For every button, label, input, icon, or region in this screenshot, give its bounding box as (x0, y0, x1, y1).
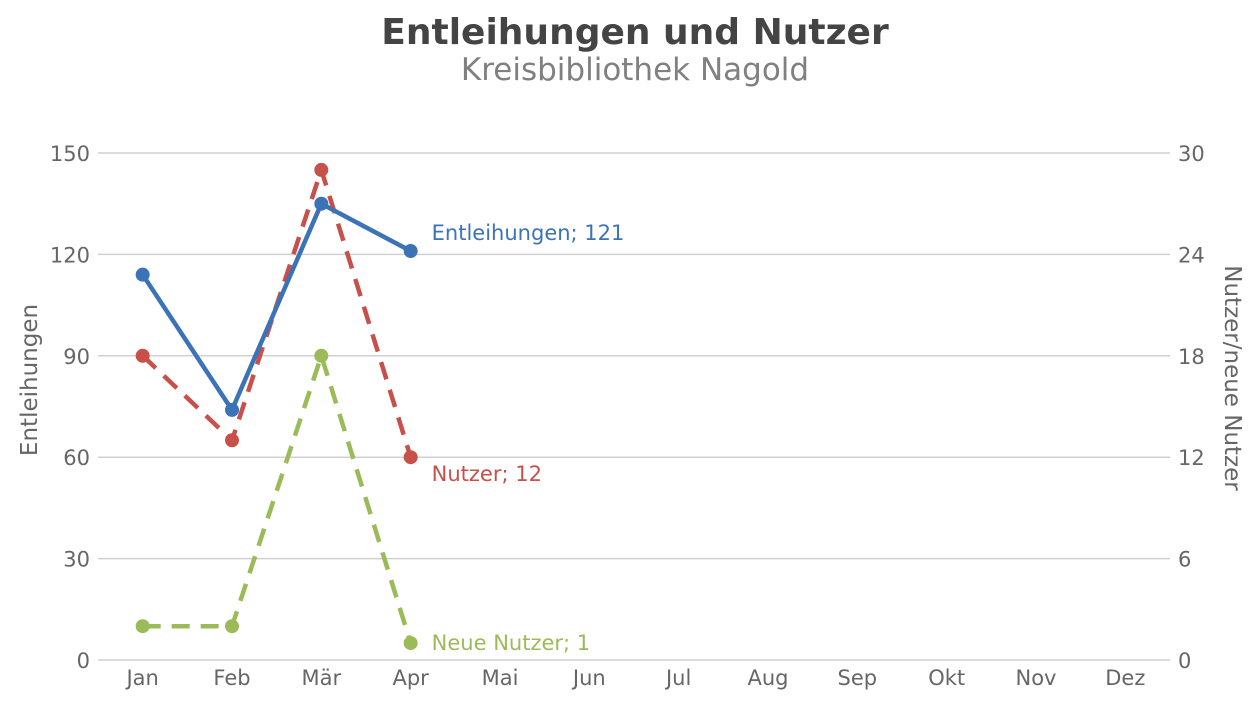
data-point-neue_nutzer (135, 619, 150, 634)
right-tick-label: 18 (1178, 345, 1205, 369)
x-tick-label: Aug (747, 666, 788, 690)
data-point-entleihungen (225, 402, 239, 417)
end-label-entleihungen: Entleihungen; 121 (432, 221, 625, 245)
data-point-neue_nutzer (314, 348, 329, 363)
right-tick-label: 12 (1178, 446, 1205, 470)
x-tick-label: Mär (302, 666, 342, 690)
data-point-nutzer (403, 450, 418, 465)
x-tick-label: Dez (1105, 666, 1145, 690)
data-point-nutzer (314, 162, 329, 177)
right-tick-label: 24 (1178, 243, 1205, 267)
data-point-entleihungen (403, 244, 418, 259)
series-line-nutzer (141, 167, 413, 458)
right-tick-label: 0 (1178, 649, 1191, 673)
end-label-nutzer: Nutzer; 12 (432, 462, 542, 486)
left-tick-label: 90 (63, 345, 90, 369)
left-tick-label: 120 (50, 243, 90, 267)
data-point-nutzer (135, 348, 150, 363)
x-axis-ticks: Jan Feb Mär Apr Mai Jun Jul Aug Sep Okt Nov Dez (124, 666, 1145, 690)
x-tick-label: Jun (571, 666, 606, 690)
series-line-neue_nutzer (142, 353, 413, 644)
left-axis-ticks: 0 30 60 90 120 150 (50, 142, 90, 673)
data-point-neue_nutzer (225, 619, 239, 634)
x-tick-label: Okt (928, 666, 965, 690)
x-tick-label: Nov (1016, 666, 1057, 690)
series-neue_nutzer: Neue Nutzer; 1 (135, 348, 590, 655)
right-tick-label: 6 (1178, 548, 1191, 572)
chart-title: Entleihungen und Nutzer (381, 12, 889, 53)
x-tick-label: Sep (838, 666, 878, 690)
right-tick-label: 30 (1178, 142, 1205, 166)
left-tick-label: 150 (50, 142, 90, 166)
series-group: Neue Nutzer; 1 Nutzer; 12 Entleihungen; 12… (135, 162, 625, 655)
data-point-entleihungen (135, 267, 150, 282)
left-tick-label: 60 (63, 446, 90, 470)
x-tick-label: Apr (392, 666, 429, 690)
data-point-neue_nutzer (403, 636, 418, 651)
right-axis-label: Nutzer/neue Nutzer (1219, 265, 1245, 491)
x-tick-label: Feb (213, 666, 250, 690)
end-label-neue_nutzer: Neue Nutzer; 1 (432, 631, 590, 655)
left-axis-label: Entleihungen (17, 304, 43, 456)
series-line-entleihungen (140, 201, 412, 413)
data-point-nutzer (225, 433, 239, 448)
right-axis-ticks: 0 6 12 18 24 30 (1178, 142, 1205, 673)
chart-subtitle: Kreisbibliothek Nagold (461, 52, 809, 88)
left-tick-label: 30 (63, 548, 90, 572)
x-tick-label: Jan (124, 666, 158, 690)
gridlines (98, 152, 1170, 661)
series-entleihungen: Entleihungen; 121 (135, 196, 625, 417)
left-tick-label: 0 (77, 649, 90, 673)
data-point-entleihungen (314, 196, 329, 211)
x-tick-label: Jul (664, 666, 691, 690)
x-tick-label: Mai (482, 666, 519, 690)
